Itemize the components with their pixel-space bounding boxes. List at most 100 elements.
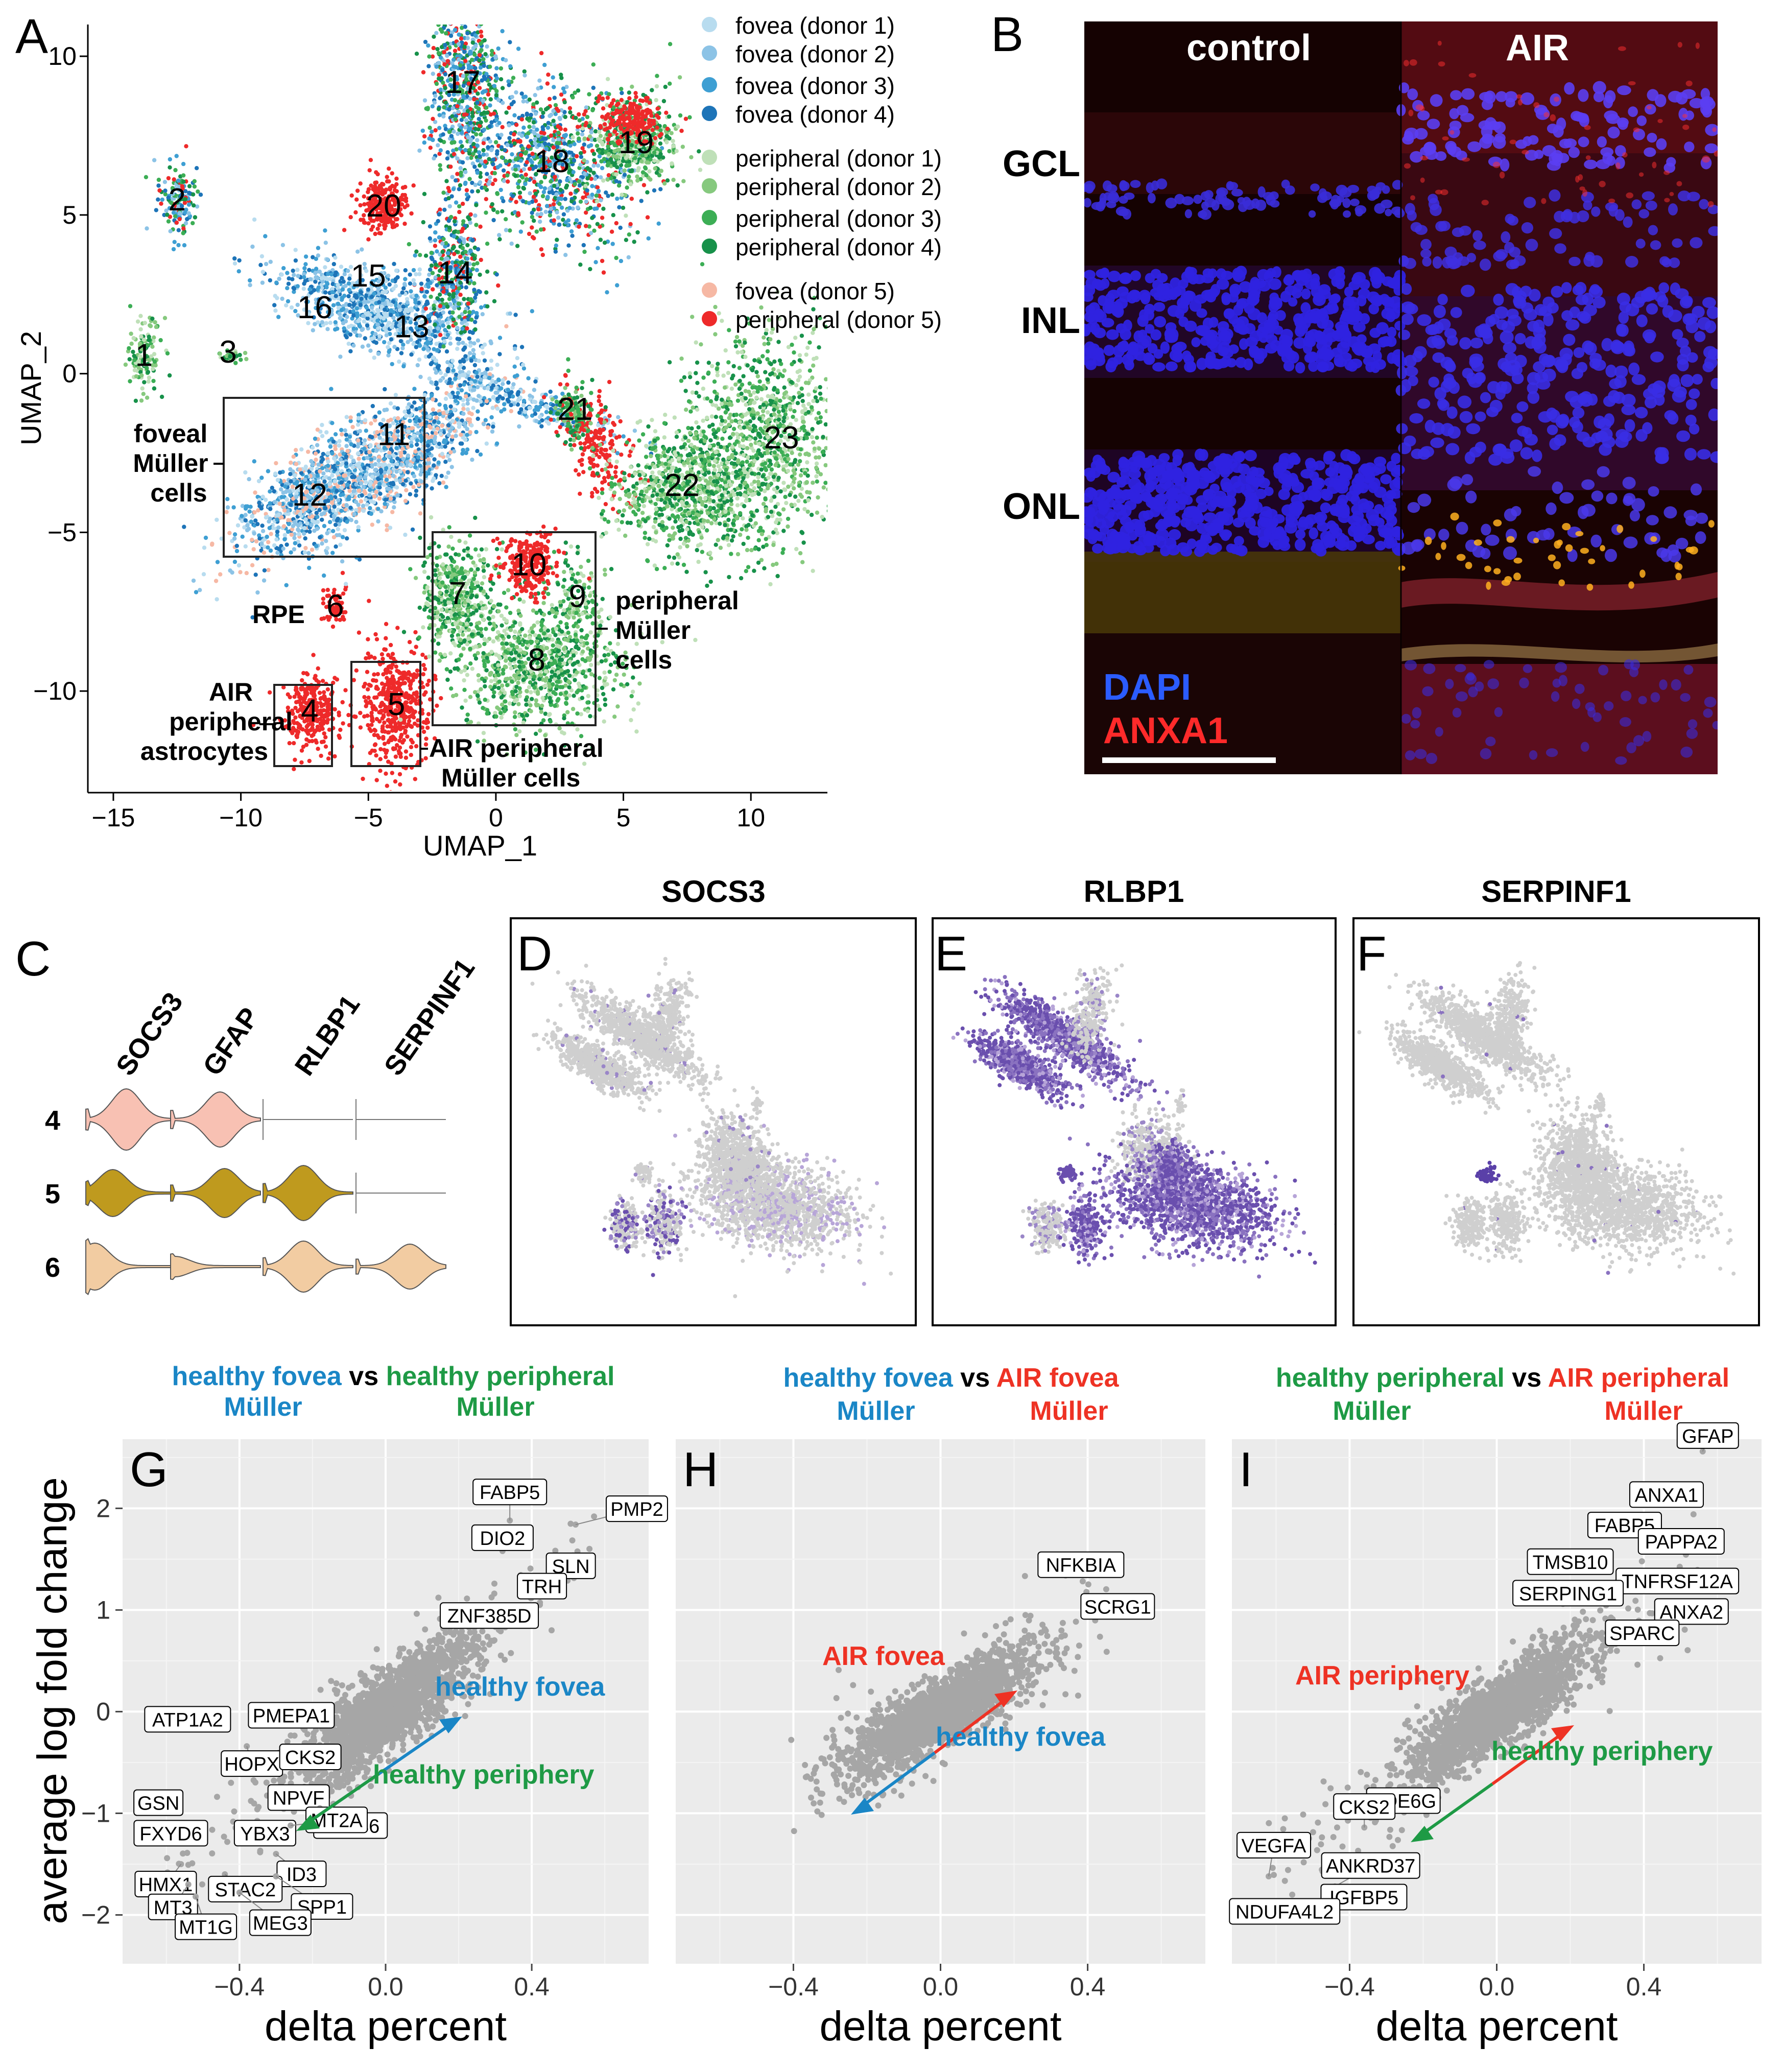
umap-point bbox=[171, 247, 176, 252]
umap-point bbox=[356, 525, 361, 530]
umap-point bbox=[443, 406, 448, 411]
umap-point bbox=[562, 589, 567, 593]
umap-point bbox=[368, 434, 372, 439]
umap-point bbox=[454, 434, 458, 438]
umap-point bbox=[485, 656, 489, 660]
umap-point bbox=[502, 590, 507, 596]
umap-point bbox=[316, 747, 320, 751]
umap-point bbox=[289, 460, 293, 465]
umap-point bbox=[500, 547, 504, 552]
umap-point bbox=[367, 727, 372, 731]
umap-point bbox=[492, 690, 496, 695]
umap-point bbox=[572, 694, 576, 698]
umap-point bbox=[294, 685, 298, 690]
umap-point bbox=[293, 541, 297, 545]
umap-point bbox=[382, 483, 387, 487]
umap-point bbox=[215, 517, 219, 522]
umap-point bbox=[377, 496, 382, 501]
umap-point bbox=[314, 678, 319, 683]
umap-point bbox=[283, 484, 288, 489]
umap-point bbox=[389, 496, 393, 501]
umap-point bbox=[366, 695, 371, 700]
umap-point bbox=[540, 696, 545, 700]
umap-point bbox=[508, 628, 513, 632]
umap-point bbox=[494, 547, 500, 552]
umap-point bbox=[444, 475, 448, 480]
umap-point bbox=[585, 709, 590, 713]
umap-point bbox=[174, 154, 179, 158]
umap-point bbox=[232, 559, 237, 564]
umap-point bbox=[183, 221, 188, 226]
umap-point bbox=[411, 485, 416, 489]
umap-point bbox=[434, 431, 438, 436]
umap-point bbox=[333, 320, 338, 325]
umap-point bbox=[468, 647, 472, 651]
umap-point bbox=[411, 457, 416, 462]
umap-point bbox=[504, 605, 509, 610]
umap-point bbox=[508, 661, 512, 666]
umap-point bbox=[353, 499, 359, 505]
umap-point bbox=[390, 362, 394, 367]
umap-point bbox=[365, 670, 370, 674]
umap-point bbox=[311, 686, 315, 691]
umap-point bbox=[435, 386, 440, 391]
umap-point bbox=[330, 551, 335, 555]
umap-point bbox=[314, 708, 319, 712]
umap-point bbox=[348, 506, 353, 510]
umap-point bbox=[482, 664, 487, 669]
umap-point bbox=[565, 710, 570, 715]
umap-point bbox=[425, 585, 430, 590]
umap-point bbox=[527, 685, 532, 689]
umap-point bbox=[422, 590, 426, 595]
umap-point bbox=[575, 711, 580, 716]
umap-point bbox=[243, 544, 248, 549]
umap-point bbox=[240, 514, 244, 518]
umap-point bbox=[293, 757, 297, 762]
umap-point bbox=[358, 428, 362, 434]
umap-point bbox=[619, 682, 624, 687]
umap-point bbox=[443, 444, 447, 449]
umap-point bbox=[517, 597, 522, 602]
umap-point bbox=[361, 504, 366, 508]
umap-point bbox=[363, 681, 367, 686]
umap-point bbox=[416, 482, 421, 487]
umap-point bbox=[502, 562, 506, 567]
umap-point bbox=[147, 335, 151, 339]
umap-point bbox=[267, 690, 272, 695]
umap-point bbox=[502, 709, 507, 713]
umap-point bbox=[329, 501, 335, 505]
umap-point bbox=[344, 582, 348, 586]
umap-point bbox=[146, 370, 151, 374]
umap-point bbox=[469, 632, 474, 637]
umap-point bbox=[423, 756, 428, 760]
umap-point bbox=[576, 688, 581, 693]
umap-point bbox=[356, 488, 361, 493]
umap-point bbox=[488, 684, 493, 689]
umap-point bbox=[466, 598, 470, 603]
umap-point bbox=[306, 551, 311, 556]
umap-point bbox=[425, 682, 430, 687]
umap-point bbox=[555, 698, 560, 703]
umap-point bbox=[370, 463, 374, 468]
umap-point bbox=[440, 614, 445, 619]
umap-point bbox=[367, 488, 372, 492]
umap-point bbox=[152, 158, 157, 162]
umap-point bbox=[275, 478, 280, 483]
umap-point bbox=[534, 543, 539, 547]
umap-point bbox=[326, 756, 331, 761]
umap-point bbox=[301, 671, 306, 676]
umap-point bbox=[292, 741, 296, 746]
umap-point bbox=[131, 349, 135, 354]
umap-point bbox=[524, 702, 529, 707]
umap-point bbox=[259, 254, 265, 258]
umap-point bbox=[501, 671, 506, 676]
umap-point bbox=[298, 512, 302, 517]
umap-point bbox=[163, 192, 168, 197]
umap-point bbox=[377, 410, 382, 415]
umap-point bbox=[266, 567, 271, 573]
umap-point bbox=[508, 610, 513, 615]
umap-point bbox=[377, 482, 382, 486]
umap-point bbox=[245, 504, 250, 509]
umap-point bbox=[340, 700, 345, 705]
umap-point bbox=[181, 226, 186, 231]
